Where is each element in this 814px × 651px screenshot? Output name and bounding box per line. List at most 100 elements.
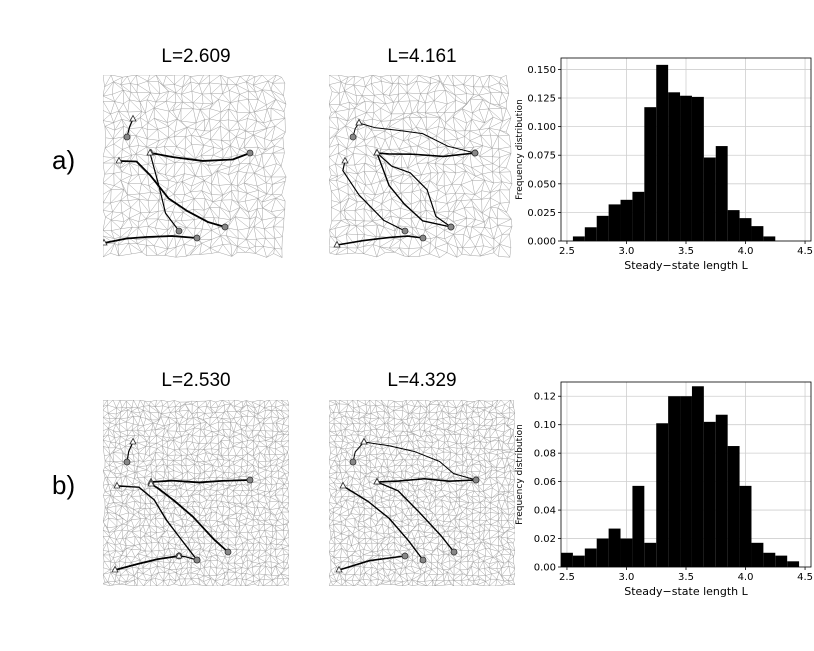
x-tick-label: 2.5 xyxy=(559,246,575,257)
histogram-bar xyxy=(668,92,681,241)
histogram-bar xyxy=(656,64,669,241)
channel-path xyxy=(363,441,477,481)
histogram-bar xyxy=(691,96,704,241)
source-node xyxy=(123,458,131,466)
source-node xyxy=(246,149,254,157)
source-node xyxy=(349,458,357,466)
plot-frame xyxy=(560,57,812,242)
histogram-bar xyxy=(644,107,657,242)
histogram-bar xyxy=(715,146,728,241)
channel-path xyxy=(376,477,477,483)
sink-node xyxy=(111,565,119,573)
sink-node xyxy=(115,156,123,164)
source-node xyxy=(472,476,480,484)
histogram-bar xyxy=(763,236,776,241)
sink-node xyxy=(373,148,381,156)
sink-node xyxy=(335,565,343,573)
sink-node xyxy=(333,240,341,248)
channel-path xyxy=(150,152,251,162)
channel-path xyxy=(150,479,251,484)
y-tick-label: 0.050 xyxy=(527,179,556,190)
x-tick-label: 3.5 xyxy=(678,246,694,257)
channel-path xyxy=(352,441,365,463)
channel-path xyxy=(376,152,452,228)
y-tick-label: 0.150 xyxy=(527,65,556,76)
panel-title-a1: L=2.609 xyxy=(161,46,231,67)
sink-node xyxy=(147,479,155,487)
channel-path xyxy=(336,235,424,246)
histogram-bar xyxy=(620,199,633,241)
channel-path xyxy=(103,235,198,244)
y-tick-label: 0.075 xyxy=(527,151,556,162)
histogram-bar xyxy=(572,236,585,241)
x-tick-label: 4.0 xyxy=(738,246,754,257)
panel-title-b2: L=4.329 xyxy=(387,370,457,391)
sink-node xyxy=(360,437,368,445)
channel-path xyxy=(149,152,180,232)
y-tick-label: 0.000 xyxy=(527,237,556,248)
source-node xyxy=(401,227,409,235)
x-axis-label: Steady−state length L xyxy=(624,259,748,272)
sink-node xyxy=(103,238,108,246)
row-label-a: a) xyxy=(52,145,76,175)
x-tick-label: 3.0 xyxy=(619,246,635,257)
source-node xyxy=(447,223,455,231)
y-tick-label: 0.100 xyxy=(527,122,556,133)
channel-path xyxy=(126,441,134,463)
y-tick-label: 0.125 xyxy=(527,94,556,105)
sink-node xyxy=(129,114,137,122)
histogram-bar xyxy=(608,204,621,241)
mesh-network-image xyxy=(329,75,513,258)
mesh-network-image xyxy=(329,400,515,586)
source-node xyxy=(221,223,229,231)
sink-node xyxy=(355,118,363,126)
source-node xyxy=(471,149,479,157)
histogram-bar xyxy=(739,218,752,242)
source-node xyxy=(175,227,183,235)
channel-path xyxy=(150,483,229,553)
channel-path xyxy=(358,122,476,154)
panel-title-b1: L=2.530 xyxy=(161,370,231,391)
histogram-bar xyxy=(584,227,597,241)
channel-path xyxy=(376,481,455,553)
histogram-bar xyxy=(680,95,692,242)
source-node xyxy=(123,133,131,141)
source-node xyxy=(419,556,427,564)
source-node xyxy=(419,234,427,242)
channel-path xyxy=(342,485,424,561)
sink-node xyxy=(339,481,347,489)
histogram-bar xyxy=(632,191,645,241)
source-node xyxy=(246,476,254,484)
source-node xyxy=(401,552,409,560)
channel-path xyxy=(342,160,406,232)
histogram-bar xyxy=(727,210,740,241)
x-tick-label: 4.5 xyxy=(797,246,813,257)
sink-node xyxy=(373,477,381,485)
mesh-network-image xyxy=(103,75,287,258)
channel-path xyxy=(118,160,226,228)
row-label-b: b) xyxy=(52,470,76,500)
sink-node xyxy=(129,437,137,445)
channel-path xyxy=(376,152,476,158)
histogram-bar xyxy=(751,226,764,241)
channel-path xyxy=(126,118,134,138)
sink-node xyxy=(146,148,154,156)
channel-path xyxy=(338,555,406,571)
sink-node xyxy=(113,481,121,489)
mesh-grid xyxy=(329,400,515,586)
source-node xyxy=(193,556,201,564)
channel-path xyxy=(114,555,180,571)
y-axis-label: Frequency distribution xyxy=(515,99,525,200)
source-node xyxy=(349,133,357,141)
source-node xyxy=(193,234,201,242)
source-node xyxy=(450,548,458,556)
histogram-bar xyxy=(703,157,716,241)
sink-node xyxy=(341,156,349,164)
channel-path xyxy=(116,485,198,561)
source-node xyxy=(224,548,232,556)
panel-title-a2: L=4.161 xyxy=(387,46,457,67)
sink-node xyxy=(175,551,183,559)
y-tick-label: 0.025 xyxy=(527,208,556,219)
channel-path xyxy=(376,152,452,228)
